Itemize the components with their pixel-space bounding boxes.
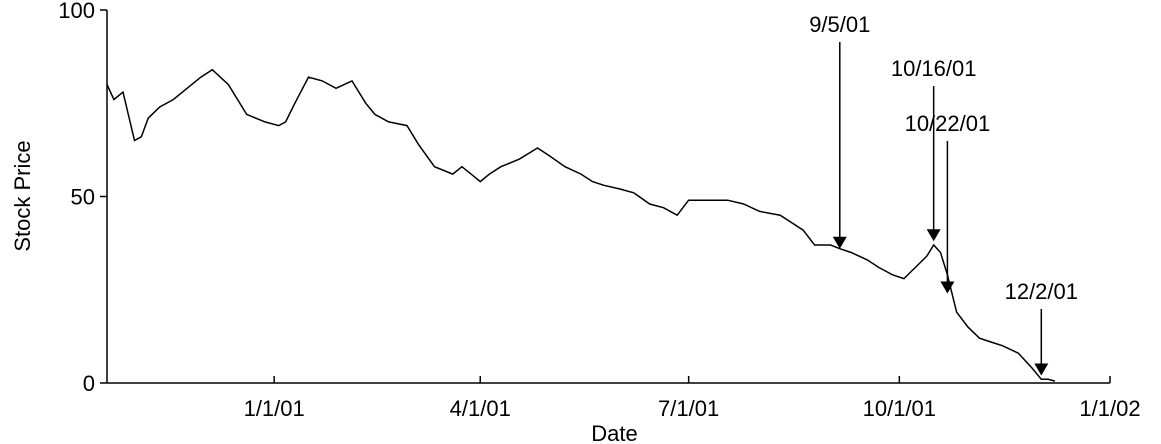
x-tick-label: 1/1/02 [1079,396,1140,421]
x-tick-label: 10/1/01 [863,396,936,421]
annotation-12-2-01: 12/2/01 [1005,279,1078,376]
x-tick-label: 1/1/01 [244,396,305,421]
annotation-label: 10/22/01 [905,111,991,136]
price-series-line [106,68,1056,382]
annotation-arrow-head [832,236,847,249]
annotation-arrow-head [1034,363,1049,376]
annotation-arrow-head [940,281,955,294]
x-tick-label: 4/1/01 [450,396,511,421]
annotation-label: 10/16/01 [891,56,977,81]
annotation-arrow-head [926,229,941,242]
annotation-9-5-01: 9/5/01 [809,12,870,249]
y-axis-title: Stock Price [10,140,35,251]
y-tick-label: 50 [71,185,95,210]
annotation-label: 12/2/01 [1005,279,1078,304]
annotation-10-22-01: 10/22/01 [905,111,991,294]
annotations: 9/5/01 10/16/01 10/22/01 12/2/01 [809,12,1078,376]
x-axis-title: Date [591,421,637,444]
x-tick-label: 7/1/01 [658,396,719,421]
annotation-label: 9/5/01 [809,12,870,37]
y-tick-label: 100 [58,0,95,23]
ticks: 0 50 100 1/1/01 4/1/01 7/1/01 10/1/01 1/1/02 [58,0,1140,421]
annotation-10-16-01: 10/16/01 [891,56,977,242]
y-tick-label: 0 [83,371,95,396]
